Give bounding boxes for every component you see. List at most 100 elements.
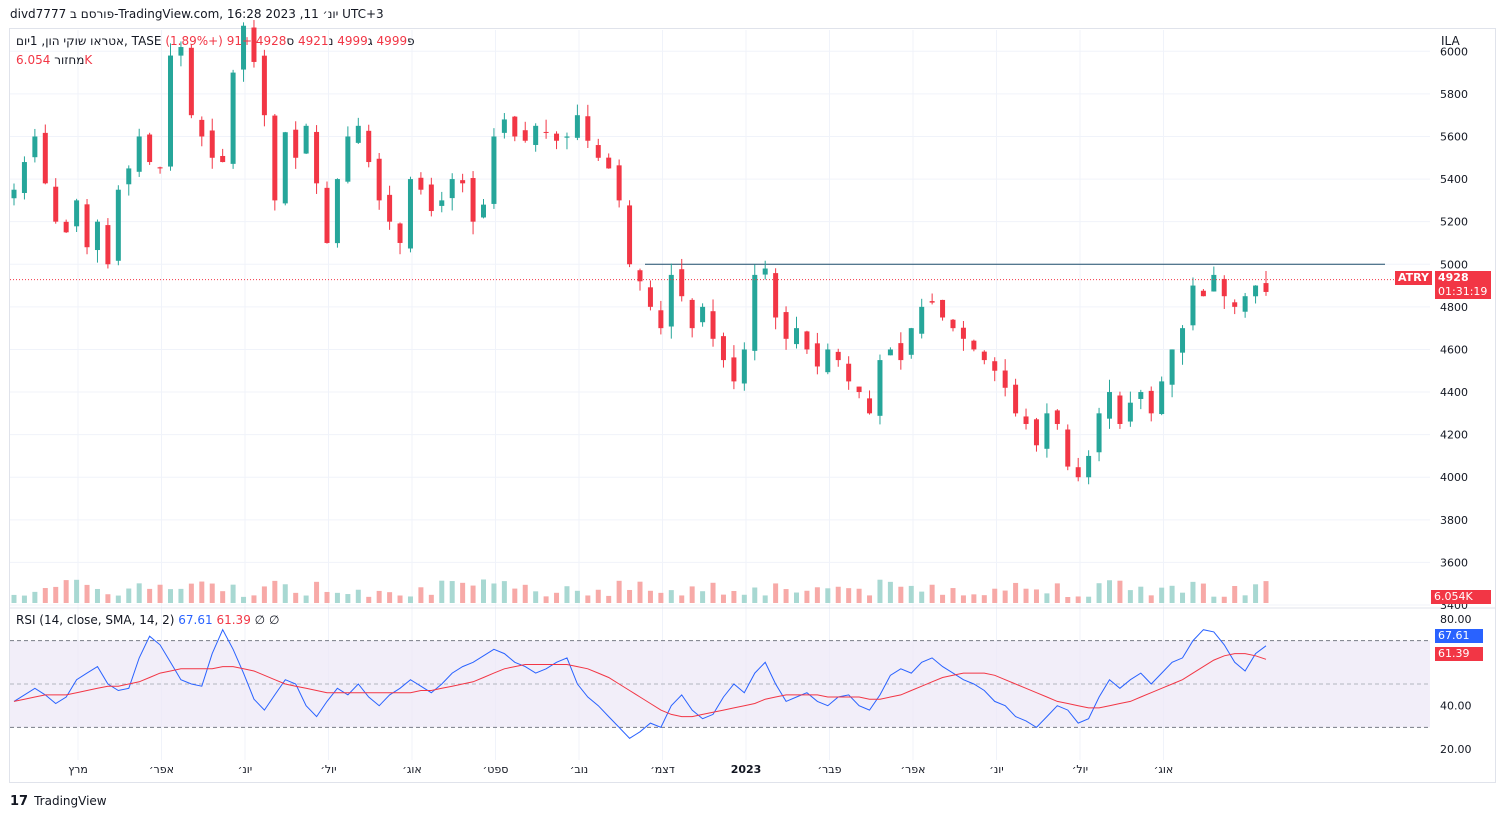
volume-bar (272, 580, 278, 603)
volume-bar (491, 583, 497, 603)
volume-bar (1096, 583, 1102, 603)
candle-body (460, 180, 466, 184)
candle-body (606, 157, 612, 169)
close-value: 4928 (255, 34, 287, 48)
volume-bar (554, 592, 560, 603)
price-tick-label: 4200 (1440, 429, 1468, 442)
candle-body (668, 274, 674, 327)
volume-bar (1232, 586, 1238, 603)
candle-body (74, 200, 80, 227)
time-tick-label: אוג׳ (1154, 763, 1173, 776)
volume-bar (564, 586, 570, 603)
footer-brand[interactable]: TradingView (34, 794, 107, 808)
candle-body (773, 273, 779, 318)
candle-body (741, 349, 747, 384)
candle-body (345, 136, 351, 182)
volume-value: 6.054K (16, 53, 93, 67)
time-tick-label: נוב׳ (570, 763, 588, 776)
candle-body (501, 119, 507, 133)
candle-body (585, 116, 591, 141)
volume-bar (334, 592, 340, 603)
volume-bar (992, 588, 998, 603)
volume-bar (1065, 596, 1071, 603)
volume-bar (1127, 590, 1133, 603)
candle-body (21, 162, 27, 193)
time-tick-label: אפר׳ (900, 763, 925, 776)
candle-body (439, 200, 445, 206)
volume-label[interactable]: מחזור (54, 53, 85, 67)
candle-body (42, 132, 48, 184)
time-tick-label: ספט׳ (483, 763, 509, 776)
candle-body (470, 178, 476, 222)
candle-body (407, 179, 413, 249)
candle-body (199, 119, 205, 137)
volume-bar (251, 595, 257, 603)
time-tick-label: מרץ (68, 763, 88, 776)
candle-body (84, 204, 90, 248)
volume-bar (501, 581, 507, 603)
chart-frame[interactable] (9, 28, 1496, 783)
rsi-label[interactable]: RSI (14, close, SMA, 14, 2) (16, 613, 175, 627)
time-tick-label: יול׳ (320, 763, 336, 776)
candle-body (1013, 384, 1019, 414)
volume-bar (1200, 583, 1206, 603)
volume-bar (481, 579, 486, 603)
candle-body (397, 223, 403, 243)
publisher-header: divd7777 פורסם ב-TradingView.com, יונ׳ 1… (0, 0, 1505, 28)
candle-body (637, 270, 643, 282)
volume-bar (1211, 596, 1217, 603)
volume-bar (387, 592, 393, 603)
price-tick-label: 6000 (1440, 45, 1468, 58)
candle-body (136, 136, 142, 172)
volume-bar (407, 596, 413, 603)
candle-body (418, 177, 424, 190)
volume-bar (282, 584, 288, 603)
symbol-tag: ATRY (1395, 271, 1432, 285)
volume-bar (908, 585, 914, 603)
volume-bar (355, 589, 361, 603)
volume-bar (1002, 590, 1008, 603)
volume-bar (1190, 581, 1196, 603)
candle-body (428, 184, 434, 212)
candle-body (929, 301, 935, 303)
candle-body (178, 47, 184, 56)
candle-body (1075, 467, 1081, 478)
candle-body (1023, 416, 1029, 424)
volume-bar (32, 591, 38, 603)
volume-bars (11, 579, 1269, 603)
price-tick-label: 5000 (1440, 258, 1468, 271)
candle-body (867, 398, 873, 414)
volume-bar (230, 584, 236, 603)
volume-tag: 6.054K (1431, 590, 1491, 604)
volume-bar (689, 586, 695, 603)
volume-bar (470, 585, 476, 603)
change-value: +91 (+1.89%) (165, 34, 253, 48)
volume-bar (42, 588, 48, 603)
candle-body (616, 165, 622, 201)
time-axis: מרץ אפר׳ יונ׳ יול׳ אוג׳ ספט׳ נוב׳ דצמ׳ 2023 פבר׳ א… (68, 763, 1173, 776)
candle-body (1242, 296, 1248, 312)
volume-bar (1263, 581, 1269, 603)
candle-body (919, 306, 925, 334)
volume-bar (627, 589, 633, 603)
grid (10, 30, 1430, 760)
candle-body (814, 343, 820, 367)
symbol-label[interactable]: אטראו שוקי הון, 1יום, TASE (16, 34, 162, 48)
volume-bar (1138, 586, 1144, 603)
candlesticks (11, 20, 1269, 485)
candle-body (11, 189, 17, 199)
last-price-tag: 4928 (1435, 271, 1491, 285)
volume-bar (428, 594, 434, 603)
candle-body (293, 129, 299, 158)
volume-bar (835, 586, 841, 603)
candle-body (783, 312, 789, 339)
low-value: 4921 (298, 34, 329, 48)
candle-body (992, 361, 998, 371)
volume-bar (1148, 595, 1154, 603)
candle-body (689, 299, 695, 329)
tradingview-logo-icon[interactable]: 17 (10, 793, 29, 809)
volume-bar (981, 595, 987, 603)
price-tick-label: 5200 (1440, 216, 1468, 229)
rsi-sma-line (13, 653, 1267, 718)
